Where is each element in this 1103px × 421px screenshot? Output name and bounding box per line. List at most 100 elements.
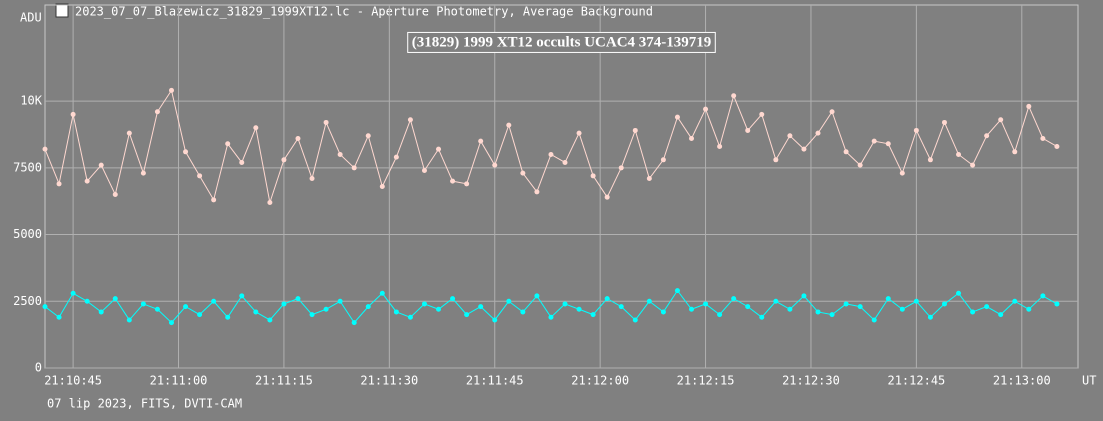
x-tick-label: 21:11:45: [466, 374, 524, 388]
y-tick-label: 5000: [13, 227, 42, 241]
data-point: [267, 317, 273, 323]
data-point: [646, 175, 652, 181]
data-point: [927, 314, 933, 320]
data-point: [309, 175, 315, 181]
data-point: [239, 293, 245, 299]
data-point: [351, 165, 357, 171]
data-point: [717, 143, 723, 149]
data-point: [281, 157, 287, 163]
data-point: [745, 304, 751, 310]
data-point: [154, 109, 160, 115]
data-point: [168, 320, 174, 326]
x-tick-label: 21:11:00: [150, 374, 208, 388]
data-point: [1012, 149, 1018, 155]
data-point: [421, 167, 427, 173]
data-point: [604, 296, 610, 302]
data-point: [478, 138, 484, 144]
data-point: [450, 178, 456, 184]
data-point: [801, 146, 807, 152]
data-point: [703, 106, 709, 112]
data-point: [478, 304, 484, 310]
data-point: [56, 314, 62, 320]
data-point: [801, 293, 807, 299]
data-point: [197, 312, 203, 318]
data-point: [604, 194, 610, 200]
data-point: [436, 146, 442, 152]
data-point: [548, 151, 554, 157]
data-point: [464, 181, 470, 187]
data-point: [126, 317, 132, 323]
data-point: [492, 162, 498, 168]
y-tick-label: 0: [35, 361, 42, 375]
data-point: [646, 298, 652, 304]
data-point: [548, 314, 554, 320]
data-point: [309, 312, 315, 318]
data-point: [731, 93, 737, 99]
data-point: [70, 111, 76, 117]
data-point: [98, 162, 104, 168]
x-tick-label: 21:11:15: [255, 374, 313, 388]
data-point: [84, 298, 90, 304]
y-tick-label: 7500: [13, 160, 42, 174]
data-point: [941, 119, 947, 125]
data-point: [98, 309, 104, 315]
data-point: [492, 317, 498, 323]
data-point: [126, 130, 132, 136]
data-point: [506, 122, 512, 128]
data-point: [899, 170, 905, 176]
data-point: [407, 117, 413, 123]
data-point: [843, 301, 849, 307]
y-axis-label: ADU: [20, 11, 42, 25]
window-title: 2023_07_07_Blazewicz_31829_1999XT12.lc -…: [75, 5, 653, 19]
data-point: [393, 309, 399, 315]
data-point: [464, 312, 470, 318]
data-point: [815, 130, 821, 136]
data-point: [590, 173, 596, 179]
data-point: [829, 312, 835, 318]
data-point: [211, 197, 217, 203]
data-point: [323, 119, 329, 125]
data-point: [618, 165, 624, 171]
data-point: [253, 309, 259, 315]
data-point: [857, 162, 863, 168]
data-point: [689, 135, 695, 141]
data-point: [520, 309, 526, 315]
data-point: [956, 151, 962, 157]
data-point: [745, 127, 751, 133]
x-tick-label: 21:13:00: [993, 374, 1051, 388]
data-point: [1012, 298, 1018, 304]
data-point: [239, 159, 245, 165]
data-point: [871, 138, 877, 144]
data-point: [590, 312, 596, 318]
data-point: [197, 173, 203, 179]
data-point: [112, 192, 118, 198]
data-point: [984, 304, 990, 310]
data-point: [281, 301, 287, 307]
data-point: [407, 314, 413, 320]
data-point: [731, 296, 737, 302]
data-point: [56, 181, 62, 187]
x-tick-label: 21:12:30: [782, 374, 840, 388]
x-tick-label: 21:12:45: [887, 374, 945, 388]
data-point: [759, 314, 765, 320]
x-tick-label: 21:10:45: [44, 374, 102, 388]
data-point: [970, 162, 976, 168]
data-point: [871, 317, 877, 323]
data-point: [1040, 135, 1046, 141]
data-point: [450, 296, 456, 302]
data-point: [183, 149, 189, 155]
data-point: [1026, 103, 1032, 109]
data-point: [168, 87, 174, 93]
data-point: [843, 149, 849, 155]
data-point: [534, 293, 540, 299]
data-point: [421, 301, 427, 307]
data-point: [941, 301, 947, 307]
data-point: [267, 200, 273, 206]
footer: 07 lip 2023, FITS, DVTI-CAM: [47, 397, 242, 411]
data-point: [689, 306, 695, 312]
data-point: [393, 154, 399, 160]
data-point: [379, 290, 385, 296]
data-point: [1026, 306, 1032, 312]
